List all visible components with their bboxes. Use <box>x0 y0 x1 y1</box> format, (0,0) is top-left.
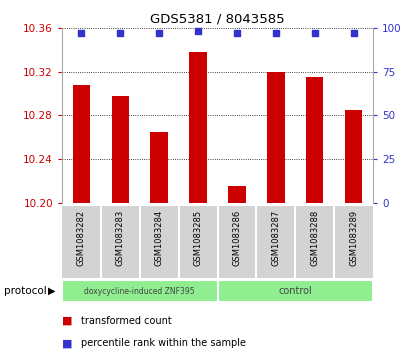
Text: GSM1083289: GSM1083289 <box>349 210 358 266</box>
Text: ■: ■ <box>62 338 73 348</box>
Text: doxycycline-induced ZNF395: doxycycline-induced ZNF395 <box>84 287 195 295</box>
Point <box>117 30 124 36</box>
Text: GSM1083286: GSM1083286 <box>232 210 242 266</box>
Point <box>311 30 318 36</box>
Point <box>195 29 201 34</box>
Bar <box>73 85 90 203</box>
Text: GSM1083288: GSM1083288 <box>310 210 319 266</box>
Text: ▶: ▶ <box>48 286 55 296</box>
Bar <box>62 280 217 302</box>
Text: control: control <box>278 286 312 296</box>
Text: GSM1083282: GSM1083282 <box>77 210 86 266</box>
Bar <box>112 96 129 203</box>
Bar <box>345 110 362 203</box>
Text: ■: ■ <box>62 316 73 326</box>
Text: transformed count: transformed count <box>81 316 171 326</box>
Text: protocol: protocol <box>4 286 47 296</box>
Point <box>273 30 279 36</box>
Text: GSM1083284: GSM1083284 <box>155 210 164 266</box>
Text: GSM1083285: GSM1083285 <box>193 210 203 266</box>
Bar <box>306 77 323 203</box>
Bar <box>267 72 285 203</box>
Text: GSM1083283: GSM1083283 <box>116 210 125 266</box>
Title: GDS5381 / 8043585: GDS5381 / 8043585 <box>150 12 285 25</box>
Text: percentile rank within the sample: percentile rank within the sample <box>81 338 246 348</box>
Point <box>234 30 240 36</box>
Point <box>156 30 163 36</box>
Point <box>350 30 357 36</box>
Point <box>78 30 85 36</box>
Bar <box>228 186 246 203</box>
Bar <box>189 52 207 203</box>
Bar <box>151 132 168 203</box>
Bar <box>217 280 373 302</box>
Text: GSM1083287: GSM1083287 <box>271 210 280 266</box>
